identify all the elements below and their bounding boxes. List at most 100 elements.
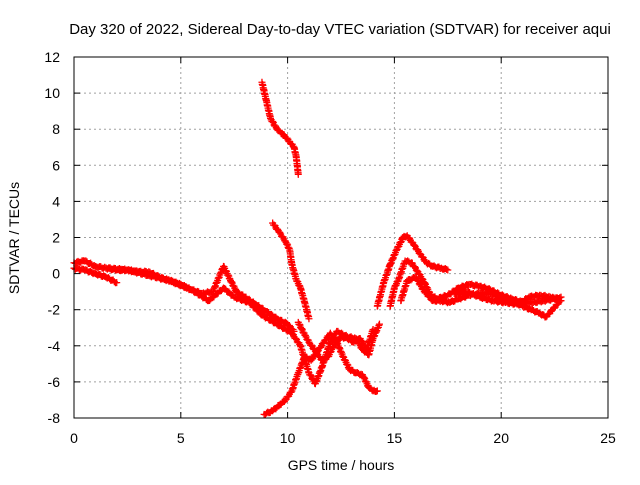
series-arc-2 [70,264,121,287]
y-tick-label: -4 [48,338,61,354]
data-point [220,262,228,270]
data-point [145,271,153,279]
data-point [81,266,89,274]
data-point [339,353,347,361]
series-arc-8 [373,232,452,310]
y-tick-label: 0 [52,266,60,282]
data-point [386,261,394,269]
data-point [333,327,341,335]
data-point [380,279,388,287]
data-point [301,353,309,361]
data-point [395,275,403,283]
data-point [373,302,381,310]
data-point [365,383,373,391]
data-point [437,264,445,272]
data-point [81,257,89,265]
data-point [91,262,99,270]
y-tick-label: 4 [52,193,60,209]
data-point [311,347,319,355]
data-point [286,138,294,146]
x-axis-label: GPS time / hours [288,457,395,473]
data-point [281,396,289,404]
y-tick-label: 2 [52,230,60,246]
data-point [258,78,266,86]
data-point [557,297,565,305]
data-point [420,279,428,287]
data-point [369,326,377,334]
data-point [412,273,420,281]
data-point [279,131,287,139]
series-arc-5 [269,219,313,323]
data-point [489,297,497,305]
data-point [386,302,394,310]
y-axis-label: SDTVAR / TECUs [6,182,22,294]
data-points [70,78,565,419]
data-point [226,275,234,283]
data-point [284,320,292,328]
y-tick-label: 6 [52,157,60,173]
data-point [91,270,99,278]
data-point [292,275,300,283]
data-point [465,280,473,288]
data-point [454,295,462,303]
data-point [187,286,195,294]
data-point [414,268,422,276]
data-point [487,289,495,297]
tick-labels: 0 5 10 15 20 25 -8 -6 -4 -2 0 2 4 6 8 10 12 [44,49,616,446]
data-point [527,306,535,314]
data-point [422,259,430,267]
data-point [305,315,313,323]
x-tick-label: 0 [70,430,78,446]
data-point [403,277,411,285]
data-point [337,333,345,341]
data-point [444,291,452,299]
data-point [514,300,522,308]
chart-title: Day 320 of 2022, Sidereal Day-to-day VTE… [69,21,611,38]
data-point [416,250,424,258]
data-point [501,298,509,306]
data-point [305,338,313,346]
data-point [375,320,383,328]
data-point [273,320,281,328]
data-point [166,277,174,285]
x-tick-label: 25 [600,430,616,446]
data-point [275,228,283,236]
data-point [288,329,296,337]
data-point [305,369,313,377]
data-point [399,234,407,241]
data-point [267,114,275,122]
data-point [476,293,484,301]
data-point [437,297,445,305]
data-point [102,273,110,281]
data-point [123,266,131,274]
data-point [536,309,544,317]
y-tick-label: -8 [48,410,61,426]
data-point [281,237,289,245]
data-point [311,380,319,388]
data-point [350,338,358,346]
data-point [269,407,277,415]
data-point [343,335,351,343]
data-point [358,371,366,379]
data-point [331,340,339,348]
data-point [397,297,405,305]
y-tick-label: -6 [48,374,61,390]
data-point [286,246,294,254]
data-point [318,356,326,364]
data-point [262,96,270,104]
data-point [301,331,309,339]
data-point [429,297,437,305]
data-point [294,170,302,178]
data-point [407,259,415,267]
data-point [373,387,381,395]
y-tick-label: 8 [52,121,60,137]
data-point [390,284,398,292]
data-point [220,284,228,292]
data-point [262,308,270,316]
y-tick-label: 12 [44,49,60,65]
x-tick-label: 10 [280,430,296,446]
y-tick-label: 10 [44,85,60,101]
data-point [245,298,253,306]
